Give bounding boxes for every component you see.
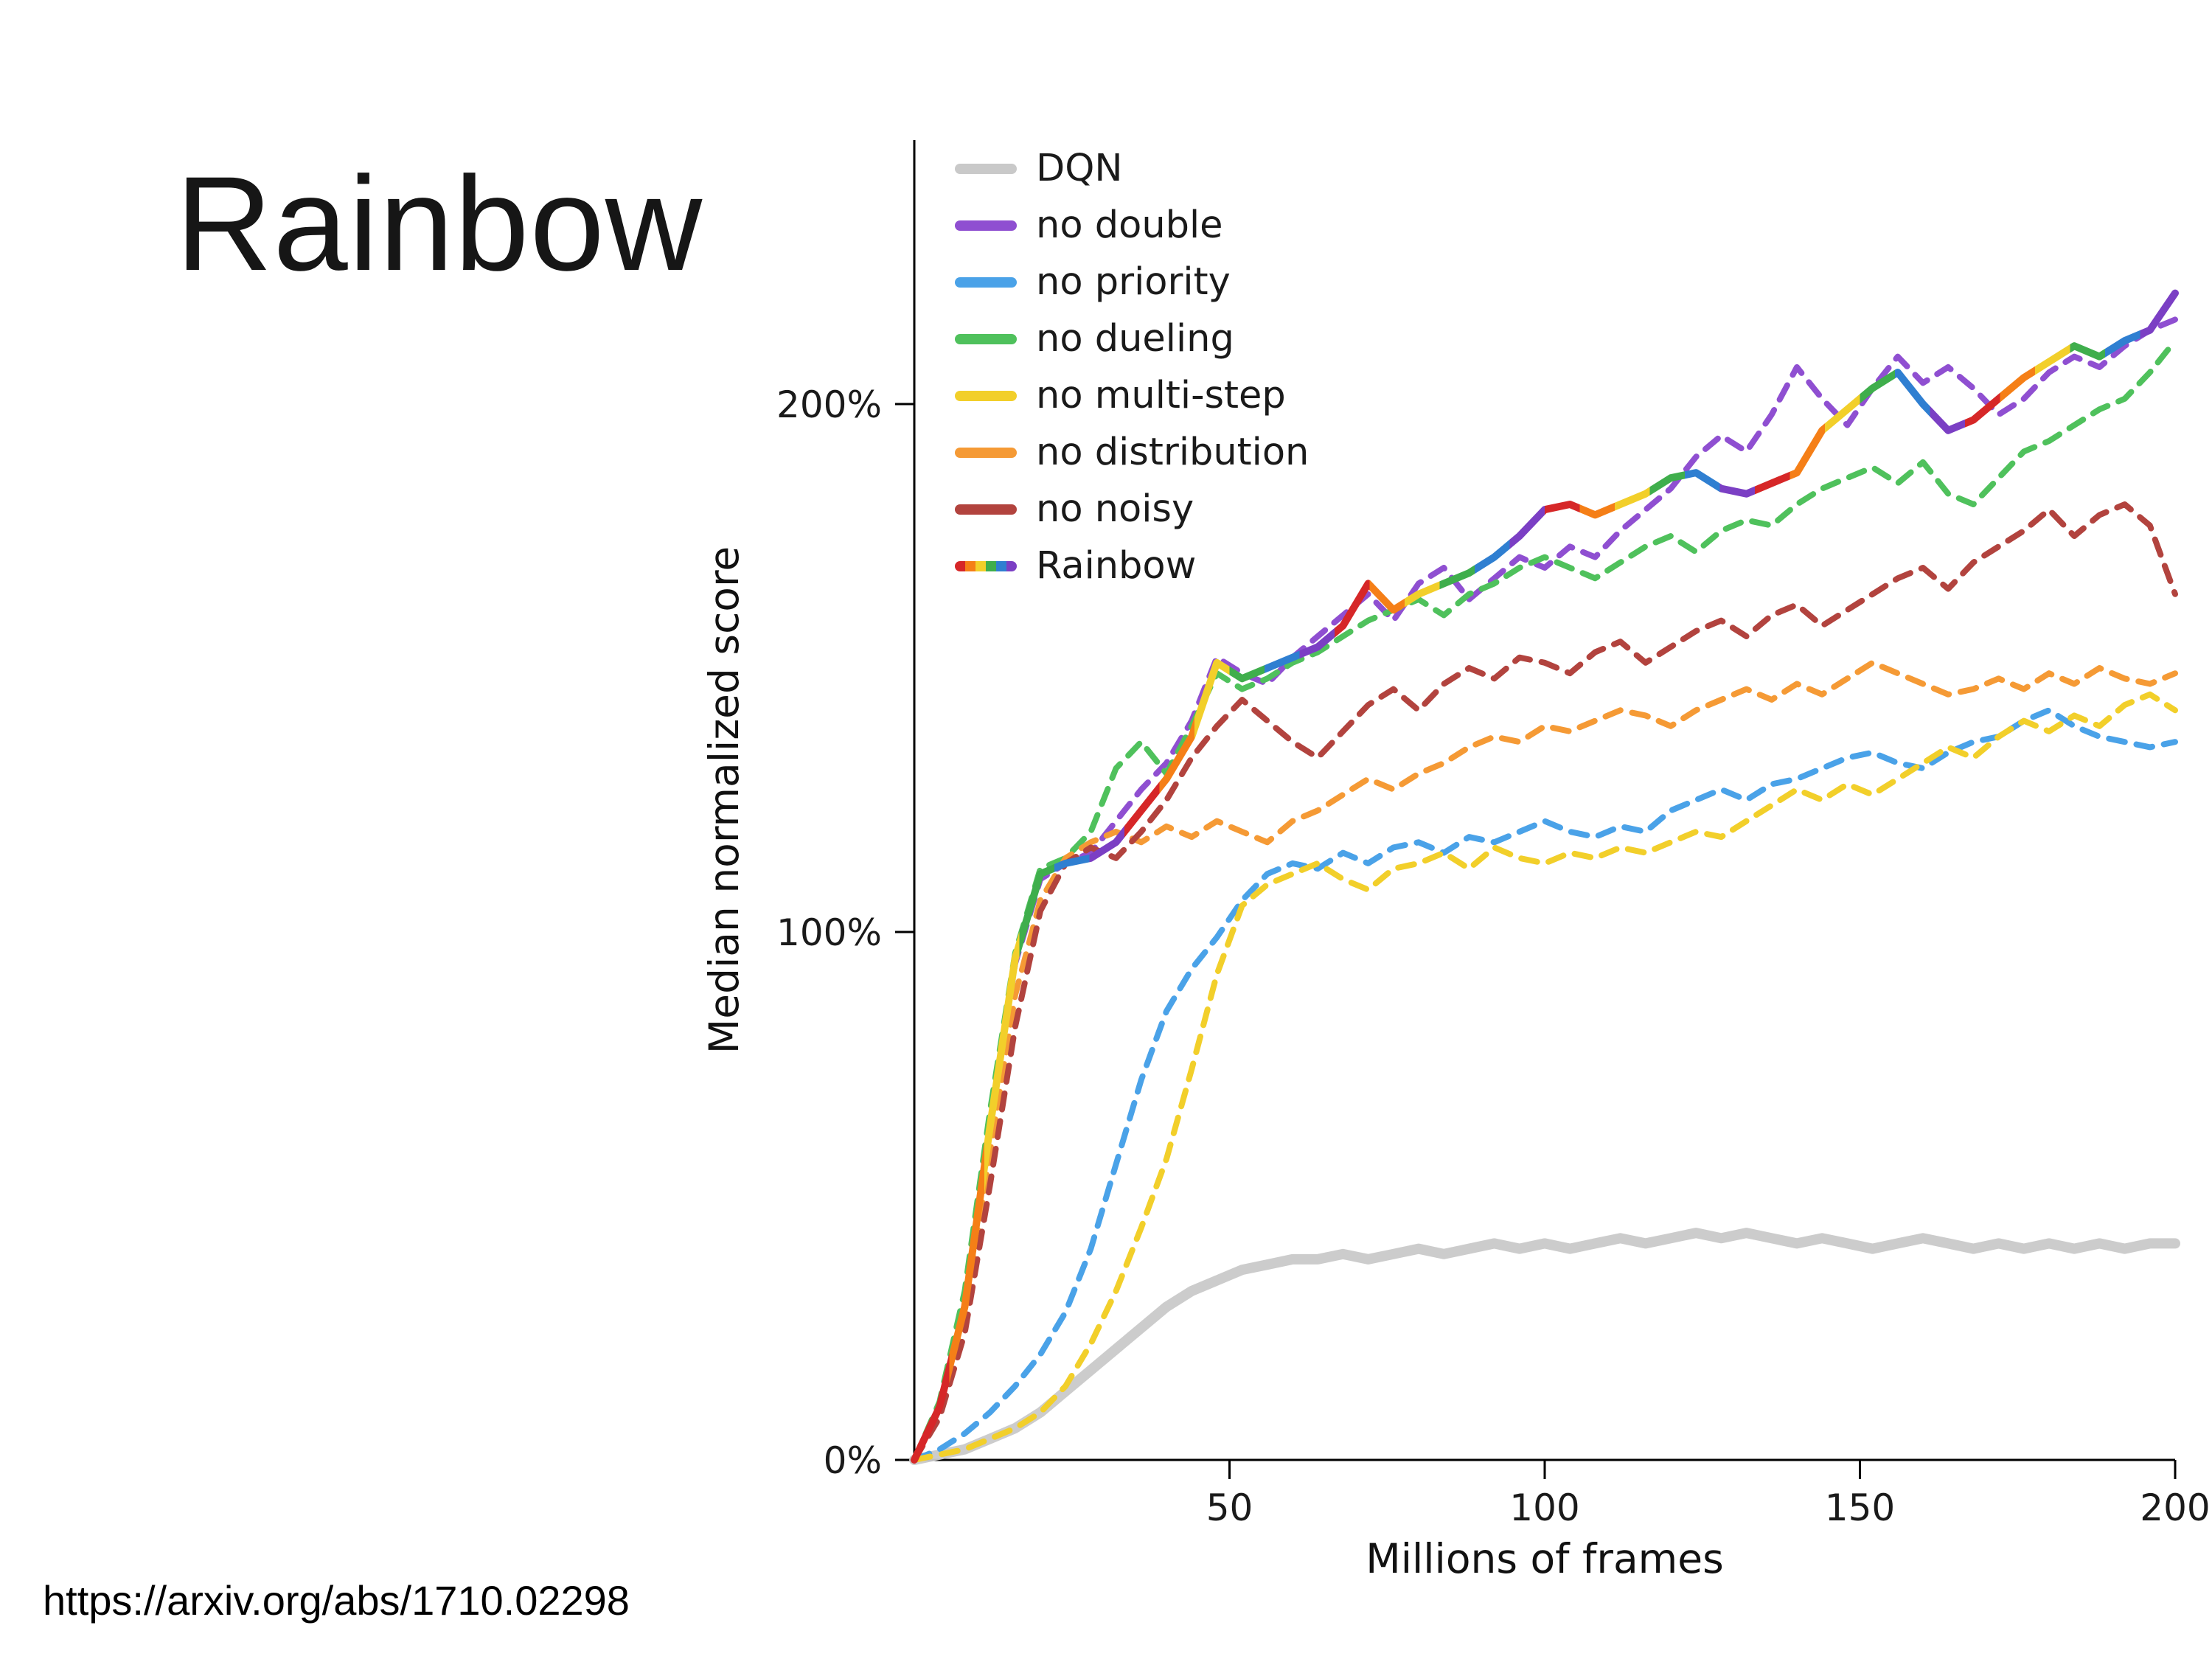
series-line-no-double — [911, 316, 2178, 1463]
legend: DQN no double no priority no dueling no … — [955, 149, 1309, 585]
legend-swatch-no-priority — [955, 276, 1017, 288]
legend-item-rainbow: Rainbow — [955, 546, 1309, 585]
legend-item-no-dueling: no dueling — [955, 319, 1309, 358]
legend-item-no-noisy: no noisy — [955, 490, 1309, 529]
source-link[interactable]: https://arxiv.org/abs/1710.02298 — [43, 1577, 630, 1624]
legend-item-no-double: no double — [955, 206, 1309, 245]
legend-label: no noisy — [1036, 487, 1194, 531]
legend-item-no-distribution: no distribution — [955, 433, 1309, 472]
legend-label: Rainbow — [1036, 544, 1197, 588]
series-line-no-distribution — [911, 659, 2178, 1463]
series-line-no-priority — [911, 707, 2178, 1463]
series-line-rainbow — [911, 289, 2179, 1464]
legend-item-no-multi-step: no multi-step — [955, 376, 1309, 415]
legend-swatch-no-double — [955, 220, 1017, 231]
legend-label: DQN — [1036, 147, 1123, 190]
slide-title: Rainbow — [175, 148, 703, 299]
legend-label: no dueling — [1036, 317, 1234, 361]
legend-item-no-priority: no priority — [955, 262, 1309, 302]
x-axis-title: Millions of frames — [1366, 1535, 1724, 1582]
x-tick-label: 50 — [1206, 1486, 1253, 1529]
x-tick-label: 150 — [1825, 1486, 1895, 1529]
legend-swatch-dqn — [955, 163, 1017, 174]
legend-swatch-no-distribution — [955, 447, 1017, 458]
series-line-dqn — [909, 1228, 2180, 1465]
legend-swatch-no-dueling — [955, 333, 1017, 344]
legend-swatch-no-noisy — [955, 504, 1017, 515]
y-tick-label: 0% — [824, 1439, 882, 1482]
series-line-no-multi-step — [911, 691, 2178, 1463]
y-tick-label: 100% — [776, 911, 882, 954]
series-line-no-noisy — [911, 501, 2178, 1463]
x-tick-label: 200 — [2140, 1486, 2210, 1529]
legend-label: no double — [1036, 204, 1223, 247]
y-axis-title: Median normalized score — [700, 546, 748, 1054]
legend-swatch-no-multi-step — [955, 390, 1017, 401]
legend-swatch-rainbow — [955, 560, 1017, 571]
x-tick-label: 100 — [1509, 1486, 1579, 1529]
legend-item-dqn: DQN — [955, 149, 1309, 188]
y-tick-label: 200% — [776, 383, 882, 426]
legend-label: no priority — [1036, 260, 1231, 304]
series-line-no-dueling — [911, 338, 2178, 1463]
legend-label: no multi-step — [1036, 374, 1286, 417]
legend-label: no distribution — [1036, 431, 1310, 474]
